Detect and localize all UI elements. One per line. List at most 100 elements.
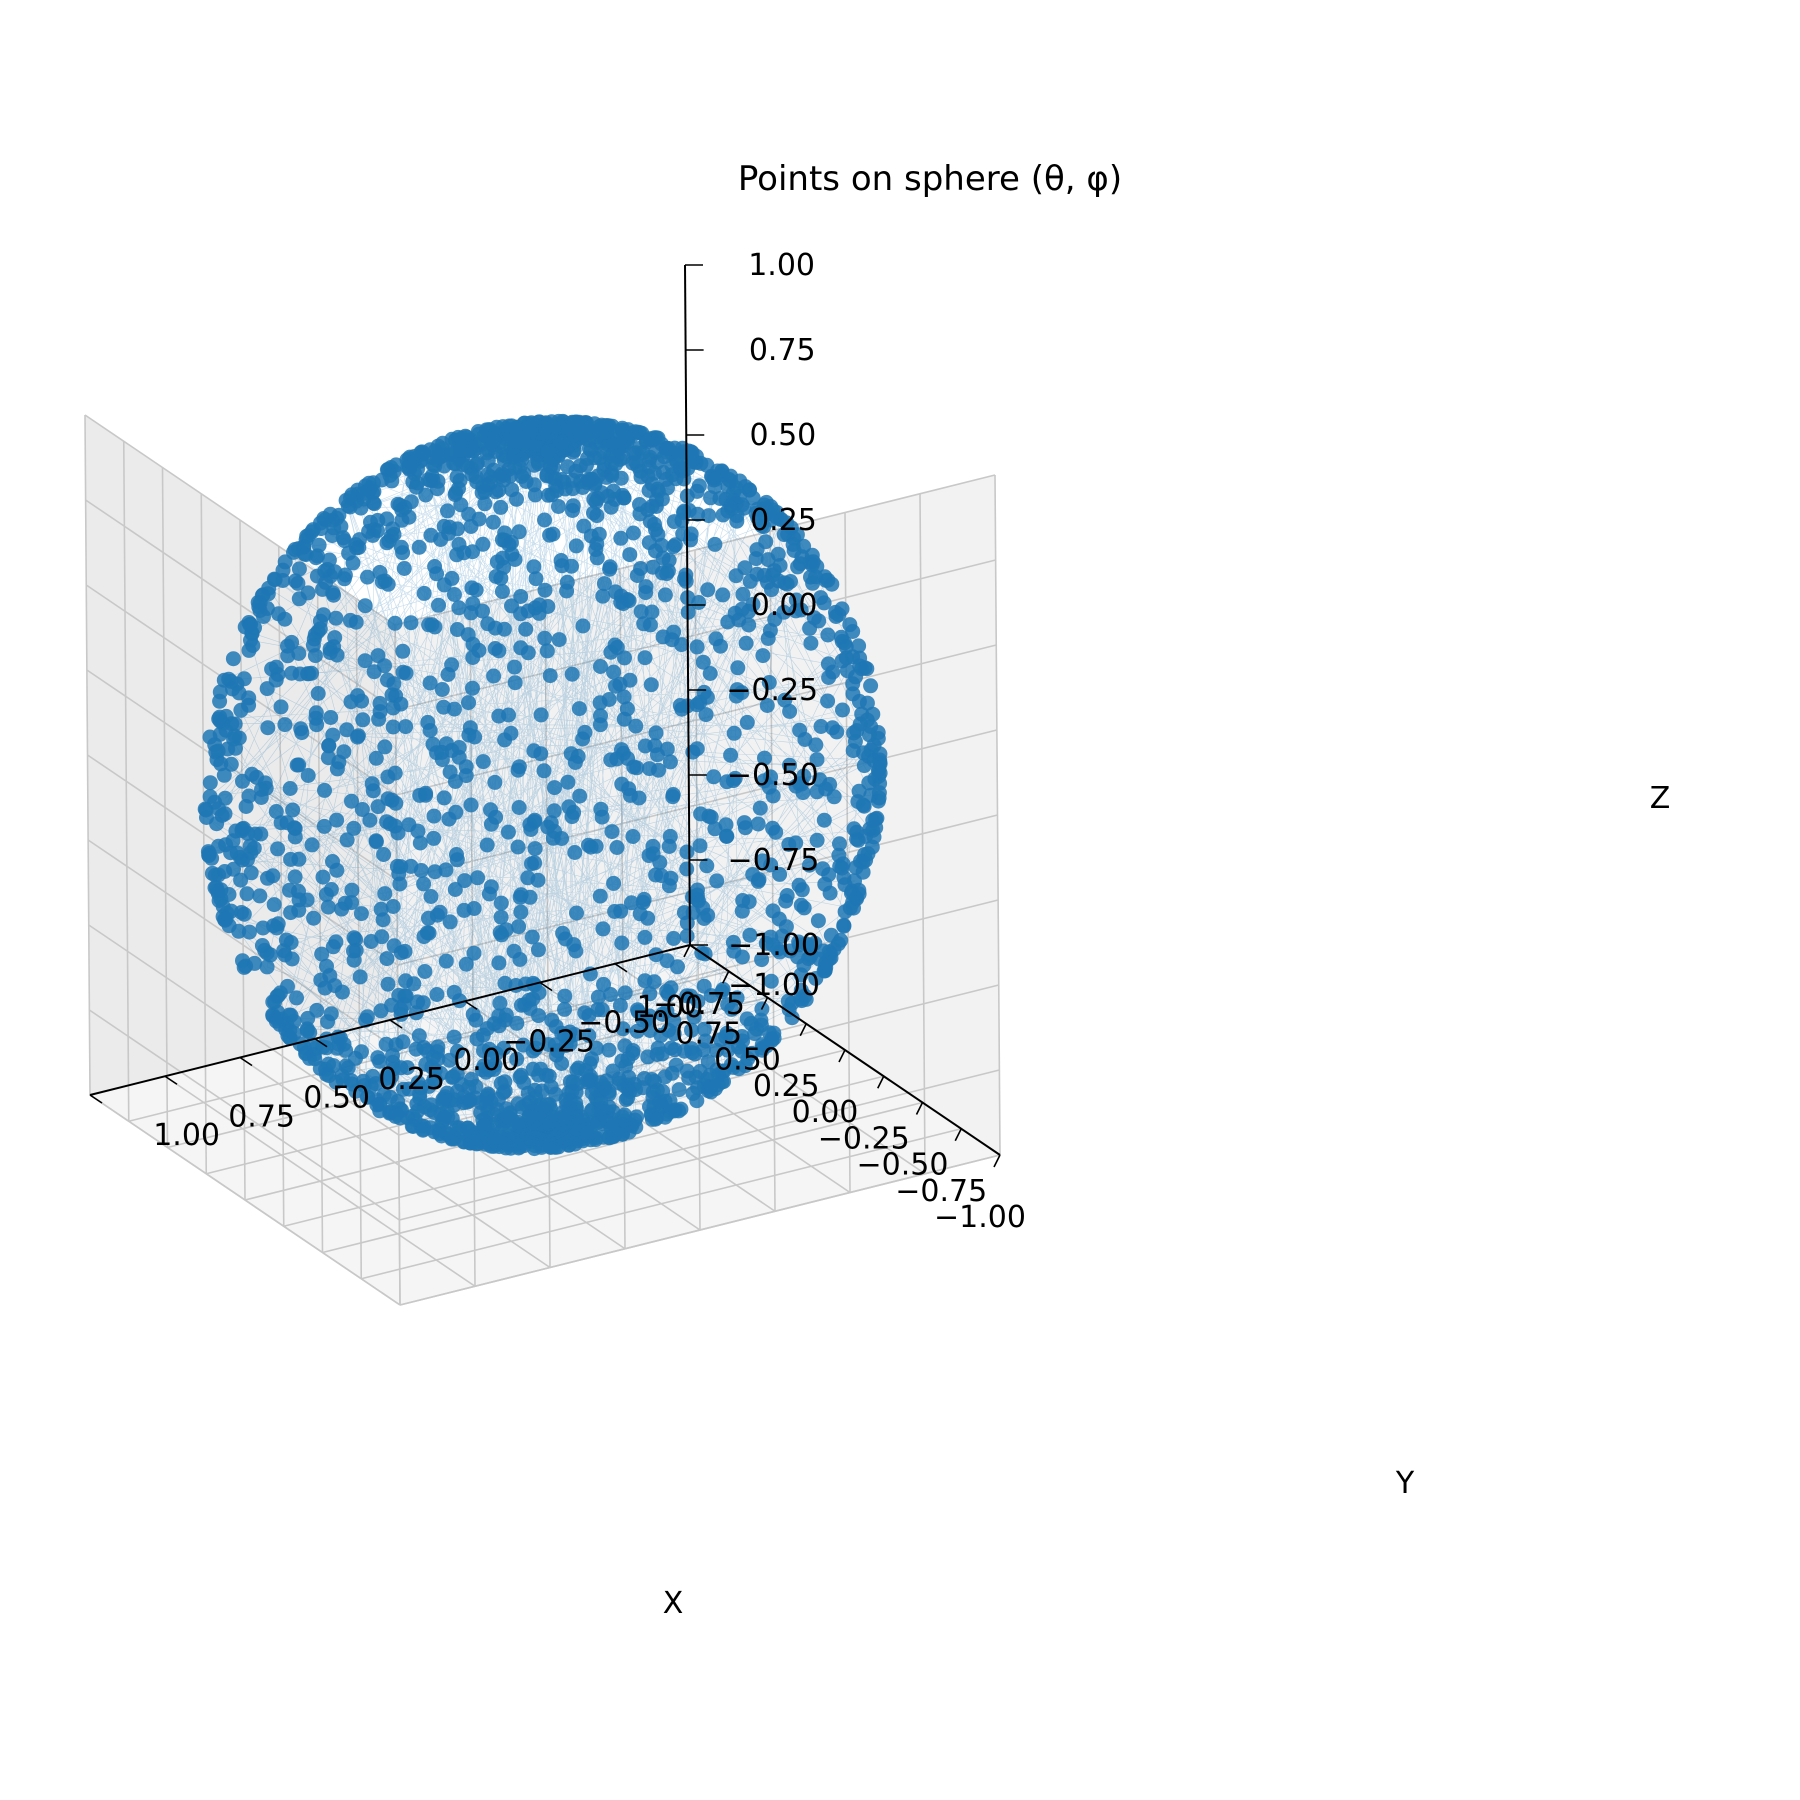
scatter-point [586, 505, 601, 521]
scatter-point [700, 1054, 716, 1070]
x-tick [722, 970, 730, 984]
scatter-point [429, 987, 445, 1002]
scatter-point [421, 925, 437, 941]
scatter-point [447, 882, 463, 897]
scatter-point [720, 997, 736, 1013]
scatter-point [381, 1073, 397, 1089]
scatter-point [426, 830, 442, 846]
scatter-point [539, 643, 555, 659]
scatter-point [509, 1051, 525, 1067]
scatter-point [761, 675, 777, 690]
y-tick [464, 1000, 478, 1010]
scatter-point [741, 617, 757, 633]
scatter-point [307, 627, 323, 643]
scatter-point [393, 539, 409, 555]
scatter-point [685, 889, 700, 905]
scatter-point [275, 573, 291, 588]
scatter-point [493, 895, 509, 911]
scatter-point [364, 776, 380, 792]
scatter-point [227, 716, 243, 732]
scatter-point [458, 759, 474, 775]
scatter-point [662, 754, 678, 770]
scatter-point [354, 802, 370, 817]
scatter-point [202, 775, 218, 791]
scatter-point [406, 976, 422, 992]
scatter-point [629, 568, 645, 583]
scatter-point [676, 905, 692, 921]
scatter-point [709, 1042, 725, 1058]
scatter-point [372, 564, 388, 580]
scatter-point [513, 904, 529, 920]
scatter-point [755, 853, 771, 869]
scatter-point [315, 869, 331, 885]
scatter-point [663, 870, 679, 886]
scatter-point [666, 931, 682, 946]
scatter-point [832, 858, 848, 874]
scatter-point [212, 726, 228, 742]
scatter-point [568, 463, 584, 479]
scatter-point [617, 1107, 632, 1123]
grid-line-y [239, 1056, 551, 1269]
scatter-point [204, 850, 220, 866]
scatter-point [863, 742, 879, 758]
scatter-point [336, 744, 352, 760]
scatter-point [509, 1015, 525, 1031]
scatter-point [514, 452, 530, 468]
scatter-point [593, 708, 608, 724]
scatter-point [596, 1129, 612, 1145]
scatter-point [259, 959, 275, 975]
scatter-point [365, 1068, 381, 1084]
scatter-point [423, 527, 439, 543]
scatter-point [547, 824, 563, 839]
scatter-point [756, 773, 772, 789]
scatter-point [810, 913, 826, 929]
scatter-point [322, 645, 338, 661]
scatter-point [311, 537, 327, 553]
scatter-point [662, 828, 678, 844]
scatter-point [372, 704, 388, 720]
scatter-point [702, 666, 718, 681]
scatter-point [304, 837, 320, 853]
scatter-point [362, 812, 378, 828]
scatter-point [249, 769, 265, 785]
scatter-point [577, 724, 593, 740]
scatter-point [719, 828, 735, 844]
scatter-point [255, 920, 271, 936]
scatter-point [536, 763, 552, 779]
scatter-point [624, 895, 639, 911]
scatter-point [709, 873, 725, 889]
scatter-point [503, 725, 519, 741]
scatter-point [512, 1069, 528, 1085]
scatter-point [368, 750, 384, 766]
scatter-point [659, 1003, 675, 1019]
scatter-point [380, 576, 396, 592]
z-tick-label: −0.25 [726, 673, 818, 708]
y-tick-label: 0.25 [378, 1062, 445, 1097]
scatter-point [339, 832, 355, 848]
scatter-point [386, 676, 402, 692]
scatter-point [515, 1037, 531, 1053]
scatter-point [757, 750, 772, 766]
scatter-point [696, 1078, 712, 1094]
scatter-point [380, 976, 396, 992]
scatter-point [486, 668, 502, 684]
scatter-point [348, 932, 364, 947]
scatter-point [617, 650, 632, 666]
grid-line-x [200, 493, 208, 1174]
scatter-point [300, 768, 316, 783]
scatter-point [402, 459, 418, 475]
scatter-point [622, 787, 638, 803]
scatter-point [701, 508, 717, 524]
scatter-point [720, 614, 736, 630]
scatter-point [741, 894, 757, 910]
scatter-point [537, 630, 553, 646]
scatter-point [629, 1023, 645, 1039]
scatter-point [355, 712, 371, 728]
scatter-point [720, 503, 736, 519]
scatter-point [518, 621, 534, 637]
scatter-point [415, 995, 431, 1011]
y-tick-label: 0.00 [453, 1043, 520, 1078]
scatter-point [397, 943, 413, 959]
scatter-point [648, 543, 663, 559]
scatter-point [667, 1042, 683, 1058]
